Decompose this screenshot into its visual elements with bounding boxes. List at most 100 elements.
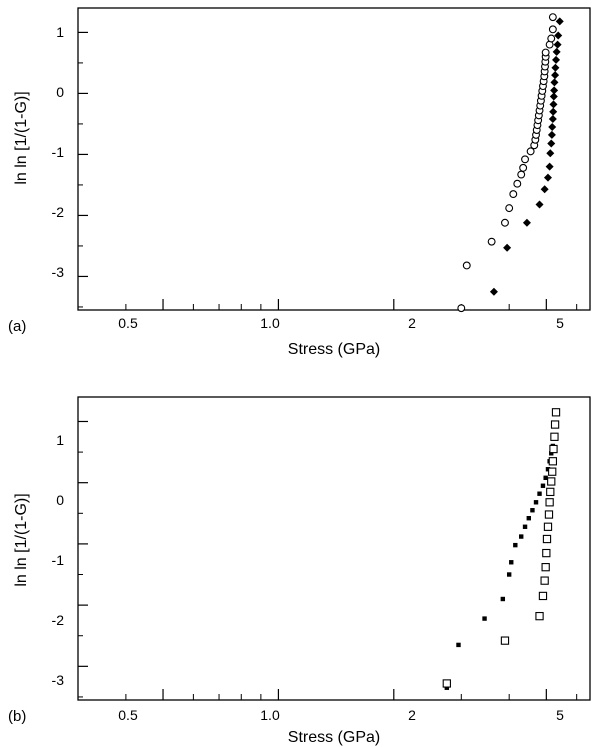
data-point-series-0 [444,685,450,690]
data-point-series-1 [550,420,560,429]
data-point-series-1 [545,498,554,507]
data-point-series-1 [551,63,560,72]
data-point-series-0 [519,163,528,172]
y-tick-label-0: 1 [56,24,64,40]
data-point-series-0 [456,642,461,648]
data-point-series-1 [544,510,554,519]
y-tick-label-2: -1 [52,144,65,160]
data-point-series-1 [550,432,559,441]
panel-a: 0.5 1.0 2 5 1 0 -1 -2 -3 (a) Stress (GPa… [8,7,591,358]
data-point-series-1 [442,679,451,688]
panel-label: (a) [8,318,26,335]
data-point-series-0 [526,147,535,156]
data-point-series-0 [543,475,548,480]
data-point-series-1 [548,457,558,466]
data-point-series-0 [548,25,557,34]
data-point-series-1 [522,218,531,227]
y-tick-label-0: 1 [56,432,64,448]
data-point-series-0 [517,170,526,179]
x-tick-label-3: 5 [556,707,564,723]
data-point-series-1 [541,563,550,572]
data-point-series-1 [553,40,562,49]
data-point-series-1 [550,78,559,87]
data-point-series-1 [542,534,552,544]
data-point-series-0 [545,467,551,472]
data-point-series-0 [549,451,554,456]
data-point-series-1 [535,200,544,209]
y-tick-label-1: 0 [56,84,64,100]
data-point-series-0 [509,560,514,565]
data-point-series-1 [489,287,498,296]
panel-label: (b) [8,708,26,725]
x-axis-ticks [77,689,578,700]
data-point-series-1 [535,611,544,621]
data-point-series-1 [503,243,512,252]
x-axis-title: Stress (GPa) [288,341,380,358]
y-axis-ticks [78,420,88,698]
y-axis-title: ln ln [1/(1-G)] [13,493,30,586]
y-tick-label-3: -2 [52,204,65,220]
data-point-series-1 [542,548,551,558]
data-point-series-0 [509,190,518,199]
data-point-series-1 [545,162,554,171]
panel-b: 0.5 1.0 2 5 1 0 -1 -2 -3 (b) Stress (GPa… [8,396,591,746]
data-point-series-1 [538,591,548,601]
data-point-series-1 [548,467,557,476]
y-axis-ticks [78,31,88,308]
data-point-series-1 [549,92,558,101]
data-point-series-1 [540,185,549,194]
plot-frame [77,7,591,311]
y-tick-label-3: -2 [52,612,65,628]
data-point-series-0 [519,534,524,539]
data-point-series-0 [501,218,509,227]
data-point-series-1 [551,408,561,417]
data-point-series-1 [540,576,549,585]
data-point-series-0 [533,500,539,505]
data-point-series-1 [543,173,552,182]
data-point-series-0 [530,508,535,513]
x-tick-label-1: 1.0 [260,707,280,723]
y-tick-label-1: 0 [56,492,64,508]
data-point-series-1 [546,487,555,497]
data-point-series-1 [546,149,555,158]
x-tick-label-0: 0.5 [118,315,138,331]
data-point-series-0 [521,155,529,164]
y-tick-label-4: -3 [52,264,65,280]
y-axis-title: ln ln [1/(1-G)] [13,91,30,184]
data-point-series-1 [549,100,558,109]
data-point-series-1 [500,636,510,645]
data-point-series-1 [547,477,556,486]
data-point-series-0 [526,516,531,521]
data-point-series-0 [505,204,514,213]
data-point-series-1 [547,130,556,139]
data-point-series-0 [541,48,550,57]
data-point-series-1 [551,71,560,80]
data-point-series-1 [552,55,561,64]
data-point-series-0 [457,304,466,313]
data-point-series-0 [547,34,556,43]
data-point-series-1 [549,444,558,454]
data-point-series-0 [462,261,471,270]
data-point-series-0 [487,237,496,246]
x-tick-label-0: 0.5 [118,707,138,723]
data-point-series-1 [552,47,561,56]
data-point-series-0 [537,491,542,496]
x-axis-title: Stress (GPa) [288,729,380,746]
data-point-series-0 [522,524,528,529]
data-point-series-1 [555,17,564,26]
y-tick-label-2: -1 [52,552,65,568]
y-tick-label-4: -3 [52,672,65,688]
data-point-series-0 [548,13,557,22]
data-point-series-1 [543,522,553,531]
data-point-series-0 [513,179,522,188]
data-point-series-1 [550,86,559,95]
data-point-series-1 [554,31,563,40]
data-point-series-1 [549,107,558,116]
x-tick-label-3: 5 [556,315,564,331]
data-point-series-0 [506,572,512,577]
data-point-series-1 [548,122,557,131]
data-markers [442,408,561,690]
data-point-series-0 [540,483,546,488]
data-point-series-0 [513,542,518,548]
